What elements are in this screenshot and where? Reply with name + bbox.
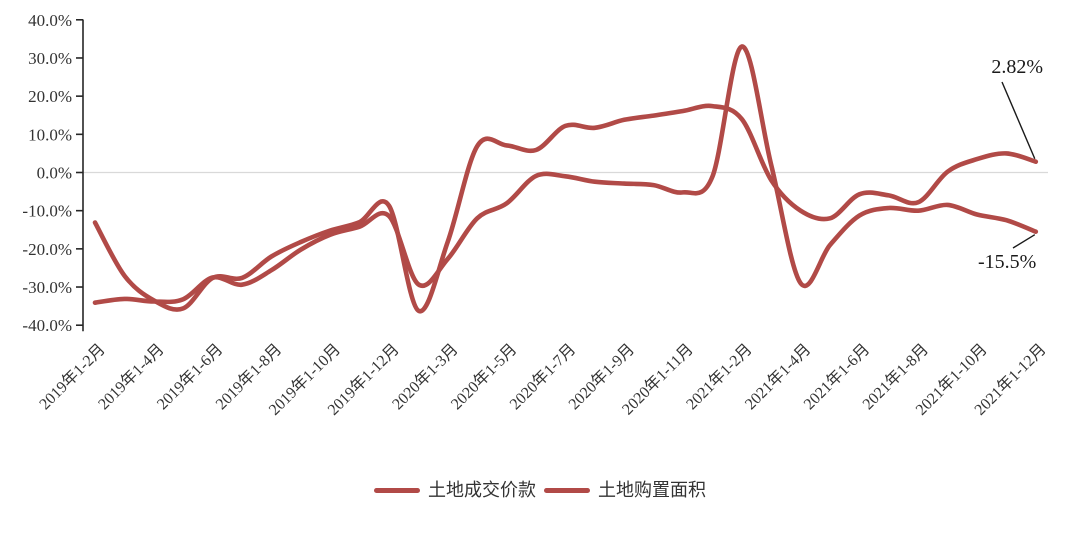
y-tick-label: -20.0%	[22, 240, 72, 259]
legend-label-price: 土地成交价款	[428, 480, 536, 500]
y-tick-label: -40.0%	[22, 316, 72, 335]
y-tick-label: -10.0%	[22, 202, 72, 221]
y-tick-label: -30.0%	[22, 278, 72, 297]
legend-swatch-area-line	[544, 487, 590, 493]
annotation-leader-price	[1001, 81, 1036, 160]
series-line-price	[92, 103, 1039, 314]
annotation-area-final-value: -15.5%	[978, 251, 1037, 273]
y-tick-label: 0.0%	[37, 164, 72, 183]
y-tick-label: 20.0%	[28, 87, 72, 106]
y-tick-label: 40.0%	[28, 11, 72, 30]
series-line-area	[92, 44, 1039, 305]
legend-swatch-price-line	[374, 487, 420, 493]
legend-label-area: 土地购置面积	[598, 480, 706, 500]
annotation-price-final-value: 2.82%	[991, 56, 1043, 78]
y-tick-label: 30.0%	[28, 49, 72, 68]
chart-legend: 土地成交价款 土地购置面积	[0, 479, 1080, 501]
y-tick-label: 10.0%	[28, 125, 72, 144]
annotation-leader-area	[1012, 234, 1036, 249]
